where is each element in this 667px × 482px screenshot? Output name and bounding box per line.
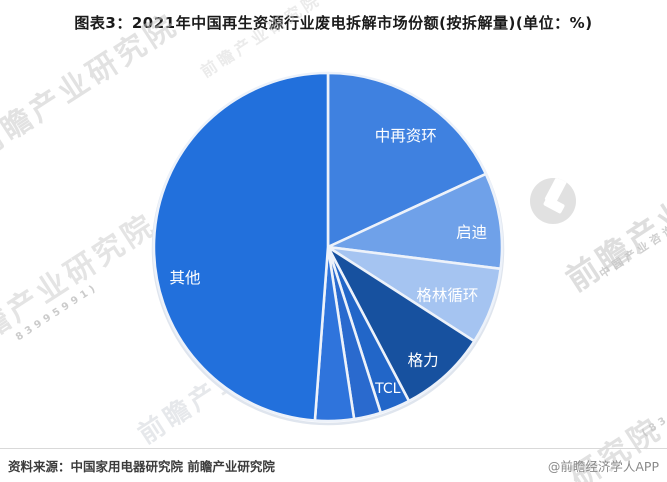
pie-slice-label: TCL	[374, 381, 401, 397]
footer-separator	[0, 448, 667, 449]
pie-slice-启迪[interactable]	[326, 172, 504, 271]
pie-slice-label: 中再资环	[375, 127, 437, 145]
source-note: 资料来源：中国家用电器研究院 前瞻产业研究院	[8, 459, 275, 474]
pie-slice-label: 其他	[169, 269, 200, 287]
credit-note: @前瞻经济学人APP	[547, 459, 659, 474]
chart-title: 图表3：2021年中国再生资源行业废电拆解市场份额(按拆解量)(单位：%)	[74, 14, 593, 32]
pie-slice-其他[interactable]	[152, 71, 330, 422]
pie-slice-格力[interactable]	[326, 245, 476, 403]
pie-slice-label: 格林循环	[416, 287, 478, 305]
pie-slice-中再资环[interactable]	[326, 71, 488, 249]
pie-slice-label: 启迪	[456, 223, 487, 241]
pie-slice-label: 格力	[408, 352, 439, 370]
